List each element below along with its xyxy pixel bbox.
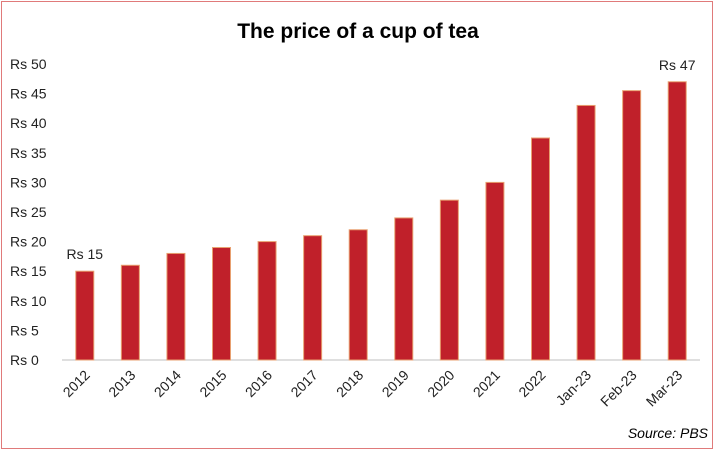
- y-tick-label: Rs 40: [10, 115, 47, 131]
- y-tick-label: Rs 0: [10, 352, 39, 368]
- bar: [75, 270, 95, 361]
- x-tick-label: Mar-23: [643, 367, 686, 410]
- y-tick-label: Rs 25: [10, 204, 47, 220]
- y-tick-label: Rs 45: [10, 86, 47, 102]
- data-label: Rs 47: [659, 57, 696, 73]
- bar: [166, 252, 186, 361]
- y-tick-label: Rs 20: [10, 234, 47, 250]
- bar: [257, 241, 277, 361]
- x-tick-label: 2020: [424, 367, 457, 400]
- bar: [212, 247, 231, 361]
- chart-title: The price of a cup of tea: [237, 20, 479, 43]
- bar: [394, 217, 414, 361]
- bar: [576, 104, 596, 361]
- y-tick-label: Rs 35: [10, 145, 47, 161]
- y-tick-label: Rs 10: [10, 293, 47, 309]
- source-note: Source: PBS: [627, 425, 708, 441]
- x-tick-label: 2021: [470, 367, 503, 400]
- bar: [485, 181, 505, 361]
- bar: [303, 235, 323, 361]
- y-tick-label: Rs 15: [10, 263, 47, 279]
- y-tick-label: Rs 50: [10, 56, 47, 72]
- x-tick-label: 2016: [242, 367, 275, 400]
- x-tick-label: 2022: [515, 367, 548, 400]
- x-tick-label: 2019: [379, 367, 412, 400]
- y-tick-label: Rs 30: [10, 174, 47, 190]
- bar: [348, 229, 368, 361]
- x-tick-label: 2013: [105, 367, 138, 400]
- x-tick-label: 2012: [60, 367, 93, 400]
- x-tick-label: 2015: [196, 367, 229, 400]
- x-tick-label: 2018: [333, 367, 366, 400]
- bar: [531, 137, 550, 361]
- x-tick-label: Jan-23: [553, 367, 595, 409]
- bar: [622, 90, 642, 361]
- bar: [667, 81, 687, 361]
- bar: [120, 264, 140, 361]
- x-tick-label: Feb-23: [597, 367, 640, 410]
- bar: [439, 199, 459, 361]
- data-label: Rs 15: [66, 246, 103, 262]
- x-tick-label: 2014: [151, 367, 184, 400]
- x-tick-label: 2017: [287, 367, 320, 400]
- y-tick-label: Rs 5: [10, 322, 39, 338]
